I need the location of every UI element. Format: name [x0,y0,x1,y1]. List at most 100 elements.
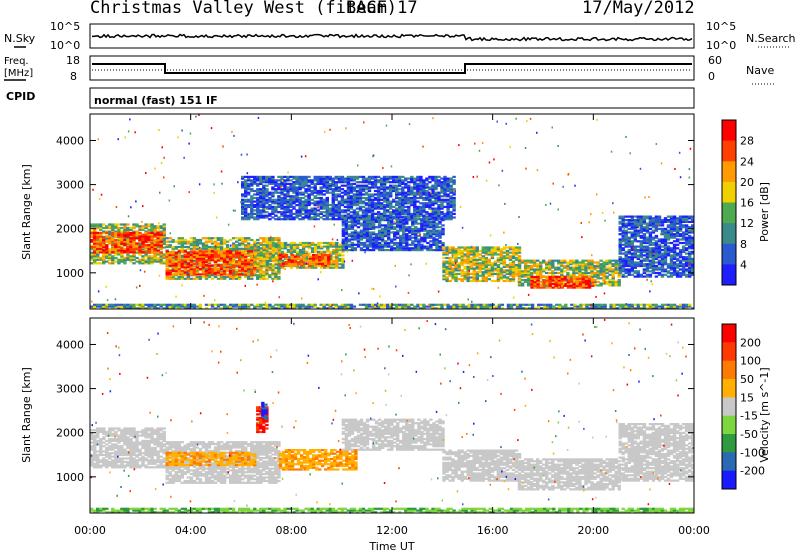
heatmap-cell [448,265,452,268]
power-heatmap [90,114,695,311]
heatmap-cell [319,182,323,185]
heatmap-cell [490,255,495,258]
heatmap-cell [581,268,585,271]
heatmap-cell [432,233,436,236]
heatmap-cell [102,249,106,252]
heatmap-cell [338,247,342,250]
heatmap-cell [448,248,452,251]
heatmap-cell [398,200,402,203]
heatmap-cell [557,284,561,287]
heatmap-cell [90,262,94,265]
heatmap-cell [298,250,303,253]
heatmap-cell [563,264,567,268]
heatmap-cell [590,279,595,282]
heatmap-cell [204,259,209,262]
heatmap-cell [584,273,588,276]
heatmap-cell [96,258,100,261]
heatmap-cell [365,220,370,223]
heatmap-cell [287,262,292,265]
heatmap-cell [340,204,345,207]
heatmap-cell [235,253,239,257]
heatmap-cell [460,253,464,256]
heatmap-cell [370,195,375,198]
heatmap-cell [244,189,248,193]
heatmap-cell [262,200,266,203]
heatmap-cell [295,247,300,250]
heatmap-cell [382,198,387,201]
heatmap-cell [554,268,558,271]
heatmap-cell [608,282,612,285]
heatmap-cell [340,175,345,178]
heatmap-cell [319,202,323,205]
heatmap-cell [463,274,467,277]
heatmap-cell [452,179,456,182]
heatmap-cell [322,181,326,184]
heatmap-cell [312,259,316,262]
heatmap-cell [404,196,408,200]
heatmap-cell [396,220,400,223]
heatmap-cell [328,182,332,185]
heatmap-cell [445,267,449,270]
heatmap-cell [399,241,403,245]
heatmap-cell [484,249,488,253]
heatmap-cell [361,179,366,182]
heatmap-cell [511,256,516,260]
heatmap-cell [268,193,272,196]
heatmap-cell [259,188,263,191]
heatmap-cell [368,227,373,230]
heatmap-cell [443,182,447,185]
heatmap-cell [244,181,248,184]
heatmap-cell [265,274,269,277]
heatmap-cell [431,207,435,210]
heatmap-cell [231,245,236,249]
heatmap-cell [472,267,476,270]
heatmap-cell [189,268,194,271]
heatmap-cell [395,214,399,217]
heatmap-cell [324,262,328,265]
heatmap-cell [331,202,335,205]
heatmap-cell [216,237,221,240]
heatmap-cell [141,256,145,260]
heatmap-cell [298,214,302,217]
heatmap-cell [126,255,130,258]
heatmap-cell [108,235,112,238]
heatmap-cell [578,284,583,287]
heatmap-cell [292,177,296,180]
heatmap-cell [207,268,212,271]
heatmap-cell [274,277,278,280]
heatmap-cell [241,240,245,243]
heatmap-cell [96,249,100,253]
heatmap-cell [256,175,260,178]
heatmap-cell [177,245,181,249]
heatmap-cell [350,224,355,227]
heatmap-cell [321,253,325,257]
heatmap-cell [216,273,221,276]
heatmap-cell [593,266,597,269]
heatmap-cell [575,268,579,271]
heatmap-cell [475,246,479,249]
heatmap-cell [514,267,519,270]
heatmap-cell [413,188,417,191]
heatmap-cell [611,282,615,285]
heatmap-cell [308,260,313,264]
heatmap-cell [517,264,522,268]
heatmap-cell [123,262,127,265]
heatmap-cell [129,249,133,252]
heatmap-cell [304,257,309,260]
heatmap-cell [386,209,390,212]
heatmap-cell [335,247,339,250]
heatmap-cell [316,202,320,205]
heatmap-cell [405,241,409,245]
heatmap-cell [228,259,233,262]
heatmap-cell [520,271,525,275]
heatmap-cell [364,211,369,214]
heatmap-cell [398,211,402,214]
heatmap-cell [496,249,501,253]
heatmap-cell [578,281,583,284]
heatmap-cell [259,214,263,217]
heatmap-cell [114,244,118,247]
heatmap-cell [431,204,435,207]
heatmap-cell [396,249,400,252]
heatmap-cell [204,252,209,255]
heatmap-cell [407,202,411,205]
